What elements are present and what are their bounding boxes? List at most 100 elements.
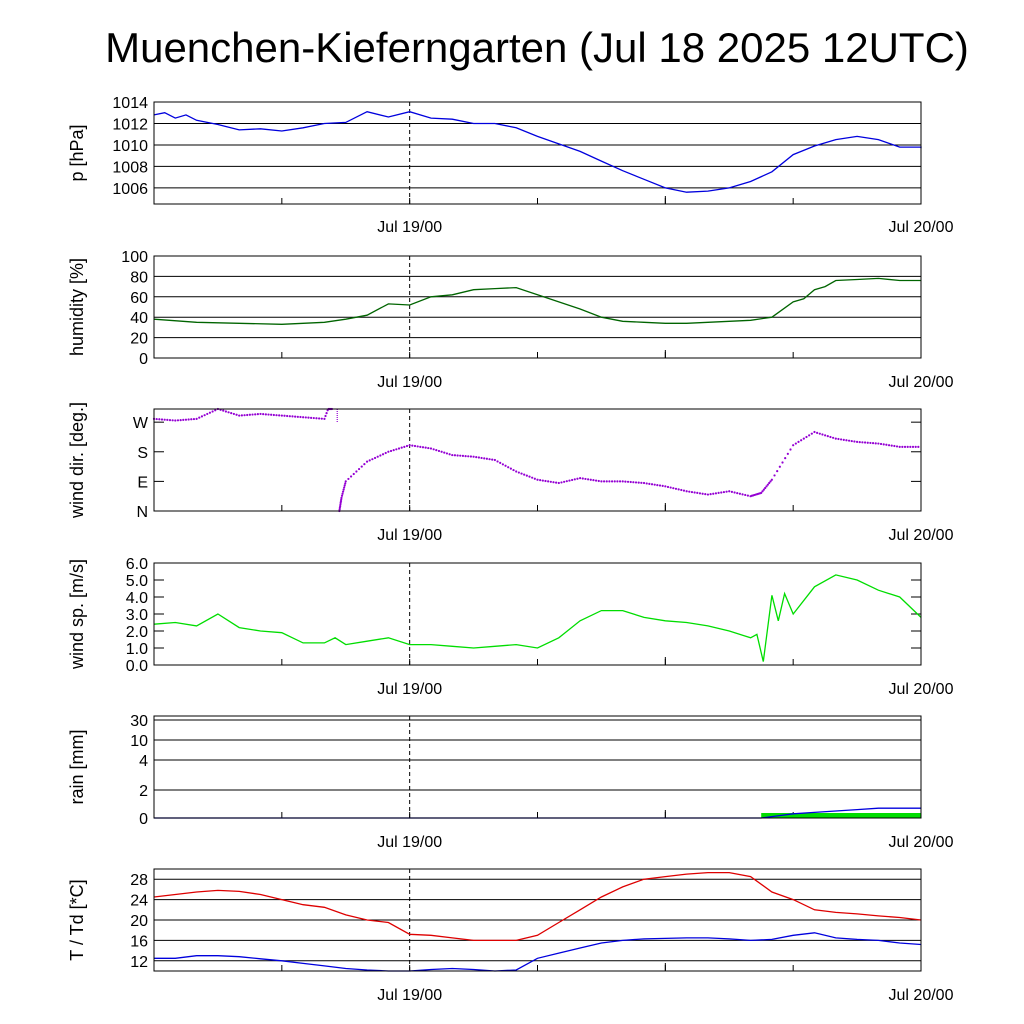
x-tick-label: Jul 20/00 <box>889 834 954 851</box>
y-tick-label: 80 <box>130 269 148 286</box>
wind-dir-point <box>784 457 787 460</box>
wind-dir-point <box>294 415 297 418</box>
wind-dir-point <box>813 430 816 434</box>
wind-dir-point <box>262 413 265 416</box>
wind-dir-point <box>224 410 228 413</box>
wind-dir-point <box>744 493 747 497</box>
wind-dir-point <box>339 501 342 504</box>
y-tick-label: 20 <box>130 331 148 348</box>
wind-dir-point <box>549 480 552 483</box>
wind-dir-point <box>640 481 643 484</box>
wind-dir-point <box>464 454 467 458</box>
wind-dir-point <box>507 466 510 469</box>
wind-dir-point <box>792 444 795 447</box>
wind-dir-point <box>339 504 342 508</box>
y-tick-label: N <box>136 504 148 521</box>
wind-dir-point <box>168 419 172 422</box>
wind-dir-point <box>584 477 587 481</box>
series-line <box>153 111 922 193</box>
y-tick-label: 28 <box>130 872 148 889</box>
wind-dir-point <box>634 481 638 484</box>
wind-dir-point <box>275 414 278 417</box>
wind-dir-point <box>343 486 346 489</box>
wind-dir-point <box>789 448 792 451</box>
wind-dir-point <box>272 413 275 417</box>
wind-dir-point <box>656 483 659 487</box>
wind-dir-point <box>340 494 344 497</box>
wind-dir-point <box>808 434 811 437</box>
wind-dir-point <box>405 444 409 448</box>
wind-dir-point <box>286 414 289 418</box>
wind-dir-point <box>632 481 635 484</box>
y-tick-label: 16 <box>130 933 148 950</box>
wind-dir-point <box>810 432 813 435</box>
wind-dir-point <box>451 453 454 457</box>
wind-dir-point <box>182 418 185 421</box>
wind-dir-point <box>698 492 702 495</box>
wind-dir-point <box>392 449 395 452</box>
wind-dir-point <box>427 446 430 450</box>
wind-dir-point <box>340 498 343 501</box>
wind-dir-point <box>230 412 233 415</box>
wind-dir-point <box>853 440 856 443</box>
wind-dir-point <box>608 480 611 483</box>
wind-dir-point <box>874 442 877 445</box>
wind-dir-point <box>592 479 595 482</box>
wind-dir-point <box>160 418 164 421</box>
wind-dir-point <box>829 435 832 439</box>
wind-dir-point <box>467 455 470 458</box>
wind-dir-point <box>869 441 872 445</box>
y-tick-label: 12 <box>130 954 148 971</box>
wind-dir-point <box>706 493 710 496</box>
wind-dir-point <box>832 436 835 439</box>
wind-dir-point <box>368 459 371 462</box>
wind-dir-point <box>837 437 840 441</box>
wind-dir-point <box>568 479 571 482</box>
wind-dir-point <box>547 480 550 483</box>
wind-dir-point <box>661 484 664 488</box>
wind-dir-point <box>278 414 281 417</box>
wind-dir-point <box>155 417 158 421</box>
x-tick-label: Jul 20/00 <box>889 527 954 544</box>
x-tick-label: Jul 19/00 <box>377 681 442 698</box>
wind-dir-point <box>605 480 608 483</box>
x-tick-label: Jul 19/00 <box>377 834 442 851</box>
wind-dir-point <box>248 413 251 416</box>
wind-dir-point <box>163 418 166 421</box>
wind-dir-point <box>324 414 327 418</box>
wind-dir-point <box>475 456 478 459</box>
wind-dir-point <box>533 477 536 480</box>
y-axis-label: humidity [%] <box>67 258 87 356</box>
wind-dir-point <box>171 419 174 422</box>
wind-dir-point <box>911 445 915 448</box>
wind-dir-point <box>834 437 837 440</box>
wind-dir-point <box>343 484 346 487</box>
wind-dir-point <box>762 488 765 491</box>
wind-dir-point <box>267 413 270 416</box>
wind-dir-point <box>325 412 328 415</box>
y-tick-label: 5.0 <box>126 573 148 590</box>
wind-dir-point <box>618 480 622 483</box>
wind-dir-point <box>761 490 764 493</box>
wind-dir-point <box>448 453 451 456</box>
wind-dir-point <box>842 438 845 441</box>
wind-dir-point <box>256 413 259 416</box>
wind-dir-point <box>363 463 366 466</box>
panel-wind_speed: 6.05.04.03.02.01.00.0 wind sp. [m/s] Jul 1… <box>67 556 954 698</box>
wind-dir-point <box>211 410 214 413</box>
wind-dir-point <box>381 453 385 456</box>
wind-dir-point <box>491 458 494 461</box>
wind-dir-point <box>184 418 188 421</box>
wind-dir-point <box>395 448 398 451</box>
wind-dir-point <box>536 478 539 481</box>
wind-dir-point <box>296 415 299 418</box>
wind-dir-point <box>443 451 446 454</box>
wind-dir-point <box>232 412 235 416</box>
wind-dir-point <box>483 457 486 460</box>
wind-dir-point <box>778 465 781 468</box>
wind-dir-point <box>600 480 603 483</box>
wind-dir-point <box>238 414 241 417</box>
wind-dir-point <box>432 448 435 451</box>
wind-dir-point <box>664 485 667 488</box>
